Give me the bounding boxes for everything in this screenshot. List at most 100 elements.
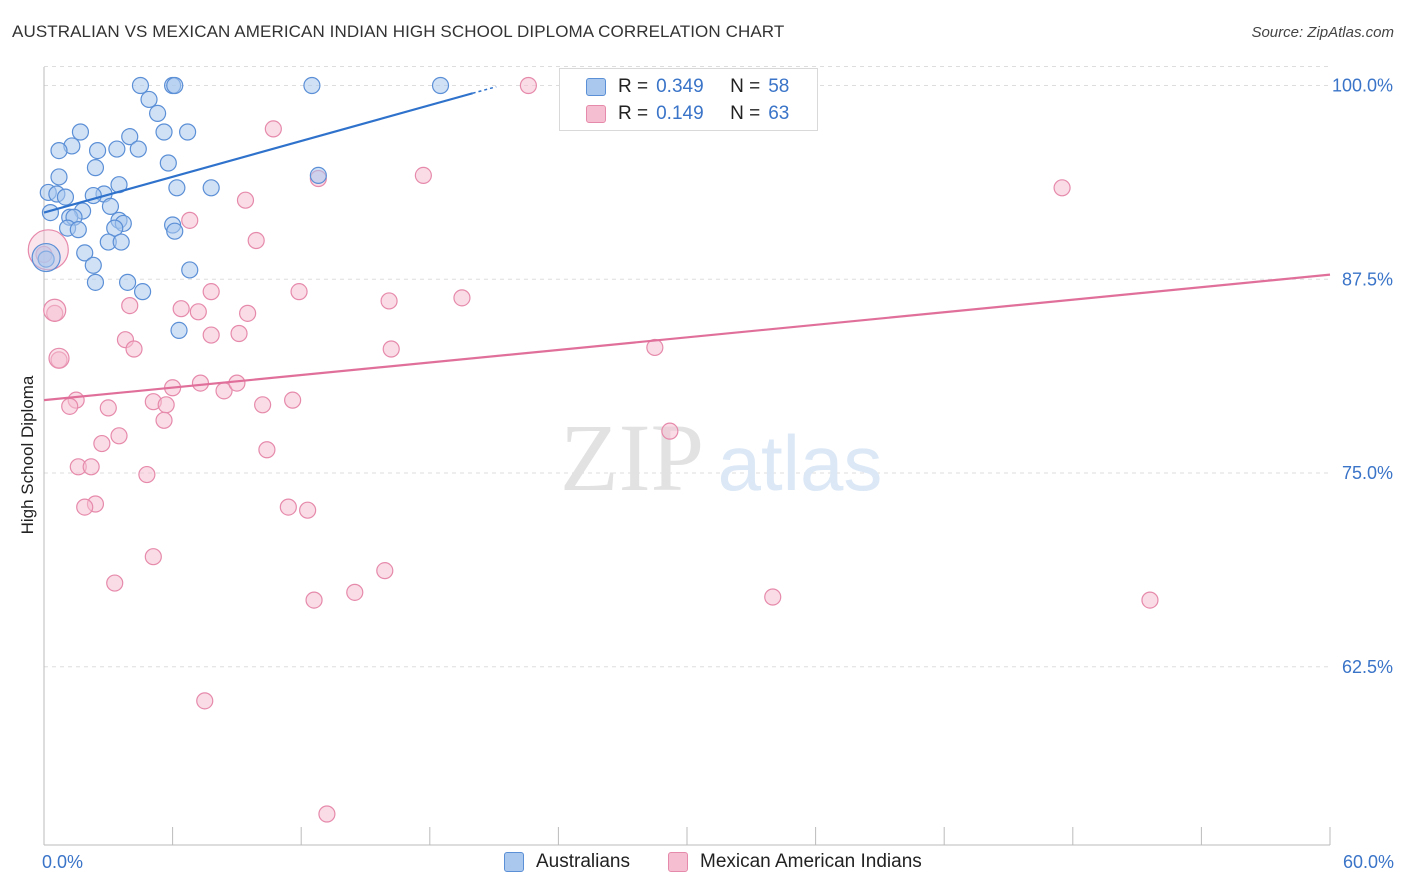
- data-point: [305, 591, 323, 609]
- data-point: [50, 142, 68, 160]
- data-point: [254, 396, 272, 414]
- data-point: [1053, 179, 1071, 197]
- data-point: [247, 231, 265, 250]
- trendline-mexican-american-indians: [43, 273, 1331, 402]
- data-point: [84, 256, 102, 274]
- grid-layer: [44, 66, 1330, 668]
- chart-title: AUSTRALIAN VS MEXICAN AMERICAN INDIAN HI…: [12, 22, 785, 41]
- data-point: [519, 76, 537, 95]
- legend-swatch-pink: [586, 105, 606, 123]
- data-point-large: [48, 347, 70, 369]
- watermark-atlas: atlas: [718, 419, 883, 507]
- data-point: [318, 805, 336, 823]
- data-point: [258, 441, 276, 459]
- data-point: [106, 219, 124, 237]
- y-tick-label: 100.0%: [1332, 76, 1393, 96]
- data-point: [121, 297, 139, 315]
- data-point: [202, 326, 220, 344]
- data-point: [118, 273, 137, 291]
- data-point: [181, 211, 199, 229]
- data-point: [108, 140, 126, 158]
- data-point: [191, 374, 210, 392]
- data-point: [309, 166, 327, 184]
- data-point: [112, 233, 130, 251]
- trendline-australians-extension: [472, 86, 497, 94]
- data-point: [166, 222, 184, 240]
- y-tick-label: 62.5%: [1342, 657, 1393, 677]
- legend-r-label: R =: [618, 76, 649, 97]
- data-point: [181, 261, 199, 279]
- data-point: [82, 458, 100, 476]
- data-point: [155, 411, 173, 429]
- data-point: [69, 221, 87, 239]
- data-point: [56, 188, 75, 206]
- data-point: [299, 501, 317, 519]
- source-label: Source: ZipAtlas.com: [1251, 24, 1394, 41]
- data-point: [50, 168, 68, 186]
- data-point: [157, 396, 175, 414]
- data-point-large: [43, 298, 67, 322]
- data-point: [189, 303, 207, 321]
- data-point: [290, 283, 308, 301]
- data-point: [239, 304, 257, 322]
- data-point: [125, 340, 143, 358]
- data-point: [144, 548, 162, 566]
- data-point: [140, 90, 158, 109]
- data-point: [170, 321, 188, 339]
- data-point: [133, 283, 152, 301]
- data-point: [148, 104, 167, 123]
- data-point: [61, 397, 79, 415]
- data-point: [121, 128, 139, 146]
- data-point: [380, 292, 398, 310]
- trend-layer: [43, 86, 1331, 402]
- data-point: [71, 123, 90, 141]
- data-point: [228, 374, 246, 392]
- y-tick-label: 87.5%: [1342, 269, 1393, 289]
- data-point: [99, 399, 117, 417]
- data-point: [76, 244, 94, 262]
- series-australians: [31, 76, 450, 339]
- data-point: [86, 159, 105, 177]
- data-point: [88, 142, 107, 160]
- data-point: [93, 434, 111, 453]
- data-point: [202, 179, 220, 197]
- bottom-legend-label: Australians: [536, 851, 630, 872]
- bottom-legend-swatch-blue: [504, 852, 524, 872]
- data-point: [86, 273, 105, 291]
- data-point: [106, 574, 124, 592]
- data-point: [431, 76, 450, 95]
- legend-n-value: 63: [768, 103, 790, 124]
- data-point: [166, 76, 184, 95]
- data-point: [172, 300, 190, 318]
- legend-n-value: 58: [768, 76, 790, 97]
- legend-r-value: 0.349: [656, 76, 704, 97]
- data-point: [1141, 591, 1159, 609]
- y-tick-label: 75.0%: [1342, 463, 1393, 483]
- data-point: [230, 324, 248, 343]
- data-point: [196, 692, 214, 710]
- legend-r-label: R =: [618, 103, 649, 124]
- data-point: [76, 498, 94, 516]
- x-tick-label-min: 0.0%: [42, 852, 84, 872]
- legend-swatch-blue: [586, 78, 606, 96]
- bottom-legend-label: Mexican American Indians: [700, 851, 922, 872]
- stats-legend: R = 0.349 N = 58 R = 0.149 N = 63: [559, 68, 818, 131]
- data-point-large: [31, 242, 61, 273]
- data-point: [138, 465, 156, 484]
- trendline-australians: [43, 92, 473, 214]
- data-point: [236, 191, 255, 209]
- legend-n-label: N =: [730, 103, 761, 124]
- data-point: [129, 140, 147, 158]
- x-tick-label-max: 60.0%: [1342, 852, 1394, 872]
- bottom-legend-australians: Australians: [504, 851, 630, 873]
- data-point: [179, 123, 197, 141]
- data-point: [346, 583, 364, 601]
- legend-row-mexican-american-indians: R = 0.149 N = 63: [586, 101, 789, 127]
- data-point: [264, 120, 282, 138]
- data-point: [202, 283, 220, 301]
- data-point: [661, 422, 679, 440]
- data-point: [155, 123, 173, 141]
- data-point: [101, 197, 120, 215]
- data-point: [303, 76, 321, 95]
